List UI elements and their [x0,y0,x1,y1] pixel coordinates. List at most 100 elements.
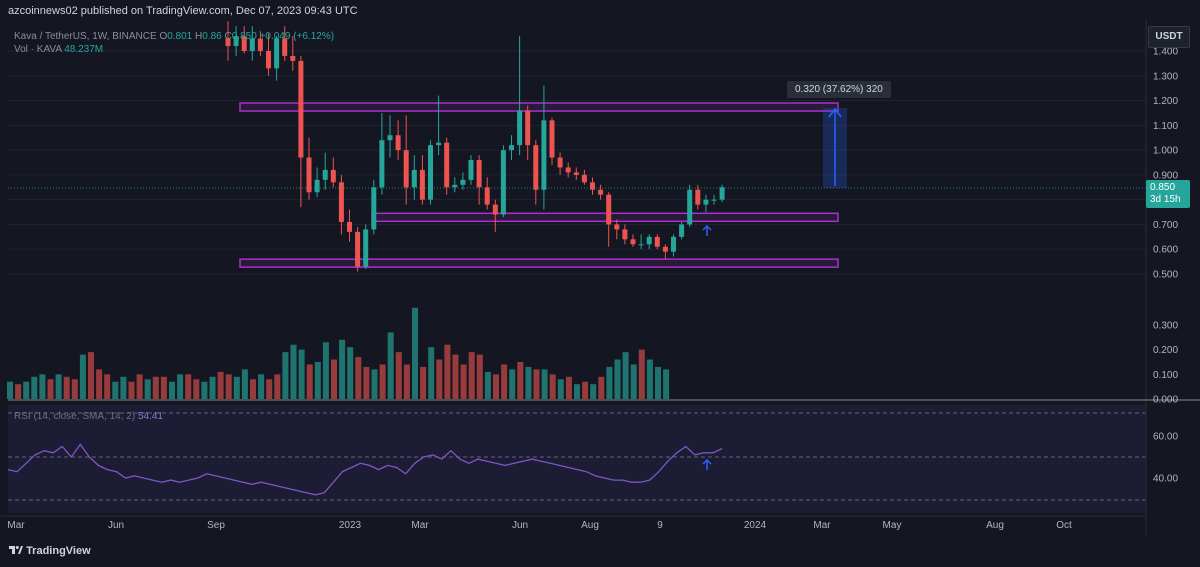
volume-bar [412,307,418,399]
candle-body [581,174,587,183]
volume-bar [622,352,629,399]
candle-body [671,236,676,252]
price-range-measure[interactable] [823,107,847,188]
volume-bar [339,339,346,399]
volume-bar [39,374,46,399]
symbol-legend[interactable]: Kava / TetherUS, 1W, BINANCE O0.801 H0.8… [14,31,334,42]
price-tick-label: 0.500 [1153,270,1178,281]
candle-body [484,187,490,205]
time-tick-label: Mar [7,520,25,531]
candle-body [573,172,579,175]
volume-bar [225,374,232,399]
price-zone [239,102,839,112]
support-resistance-zones [239,102,839,268]
candle-body [314,179,320,193]
volume-bars [7,307,670,399]
candle-body [225,38,231,47]
open-label: O [159,31,168,42]
candle-body [509,145,514,151]
volume-bar [31,376,38,399]
volume-bar [355,357,362,399]
current-price-badge: 0.850 3d 15h [1146,180,1190,208]
volume-bar [501,364,508,399]
candle-body [622,229,628,240]
volume-bar [160,376,167,399]
volume-bar [582,381,589,399]
candle-body [630,239,636,245]
volume-bar [476,354,483,399]
candle-body [306,157,312,193]
volume-bar [444,344,451,399]
candle-body [379,140,385,188]
symbol-name: Kava / TetherUS, 1W, BINANCE [14,31,157,42]
price-tick-label: 1.400 [1153,47,1178,58]
rsi-legend[interactable]: RSI (14, close, SMA, 14, 2) 54.41 [14,411,163,422]
currency-selector[interactable]: USDT [1148,26,1190,48]
rsi-indicator [7,412,1146,501]
candle-body [371,187,377,230]
volume-bar [306,364,313,399]
volume-label: Vol · KAVA [14,44,62,55]
time-axis[interactable]: Mar Jun Sep 2023 Mar Jun Aug 9 2024 Mar May Aug Oct [7,520,1072,531]
measure-label: 0.320 (37.62%) 320 [787,81,891,98]
candle-body [557,157,563,168]
volume-bar [63,376,70,399]
time-tick-label: Mar [411,520,429,531]
rsi-tick-label: 60.00 [1153,432,1178,443]
volume-bar [152,376,159,399]
volume-bar [201,381,208,399]
volume-bar [250,379,256,399]
rsi-pane-background [8,405,1146,513]
candle-body [395,135,401,151]
volume-bar [436,359,443,399]
volume-legend[interactable]: Vol · KAVA 48.237M [14,44,103,55]
volume-bar [128,381,135,399]
candle-body [500,150,506,215]
volume-value: 48.237M [64,44,104,55]
volume-bar [23,381,30,399]
volume-bar [557,379,564,399]
candle-body [695,189,701,205]
candle-body [241,36,247,51]
price-tick-label: 0.600 [1153,245,1178,256]
candle-body [347,221,352,232]
rsi-tick-label: 40.00 [1153,474,1178,485]
open-value: 0.801 [167,31,193,42]
price-axis[interactable]: 0.5000.6000.7000.8000.9001.0001.1001.200… [1153,47,1178,281]
volume-bar [298,349,305,399]
volume-bar [104,374,111,399]
volume-bar [468,352,475,399]
bar-countdown: 3d 15h [1150,194,1181,205]
candle-body [646,236,652,245]
candle-body [606,194,612,225]
brand-name: TradingView [26,545,91,557]
candle-body [444,142,450,188]
volume-bar [88,352,94,399]
candle-body [460,179,466,185]
volume-bar [371,369,378,399]
volume-bar [177,374,184,399]
measure-arrowhead [828,107,842,118]
up-arrow-head [702,458,712,465]
candlesticks [225,21,725,272]
candle-body [233,36,239,47]
volume-bar [428,347,435,399]
candle-body [266,51,271,69]
candle-body [590,182,595,190]
volume-bar [266,379,273,399]
tradingview-logo[interactable]: TradingView [9,545,91,557]
volume-bar [290,344,297,399]
candle-body [436,142,442,146]
volume-bar [533,369,540,399]
time-tick-label: 9 [657,520,663,531]
volume-bar [541,369,548,399]
grid [8,50,1146,275]
candle-body [703,199,709,205]
candle-body [662,246,668,252]
volume-bar [574,384,580,399]
rsi-line [7,443,723,496]
time-tick-label: Jun [512,520,528,531]
volume-bar [282,352,289,399]
volume-bar [209,376,216,399]
